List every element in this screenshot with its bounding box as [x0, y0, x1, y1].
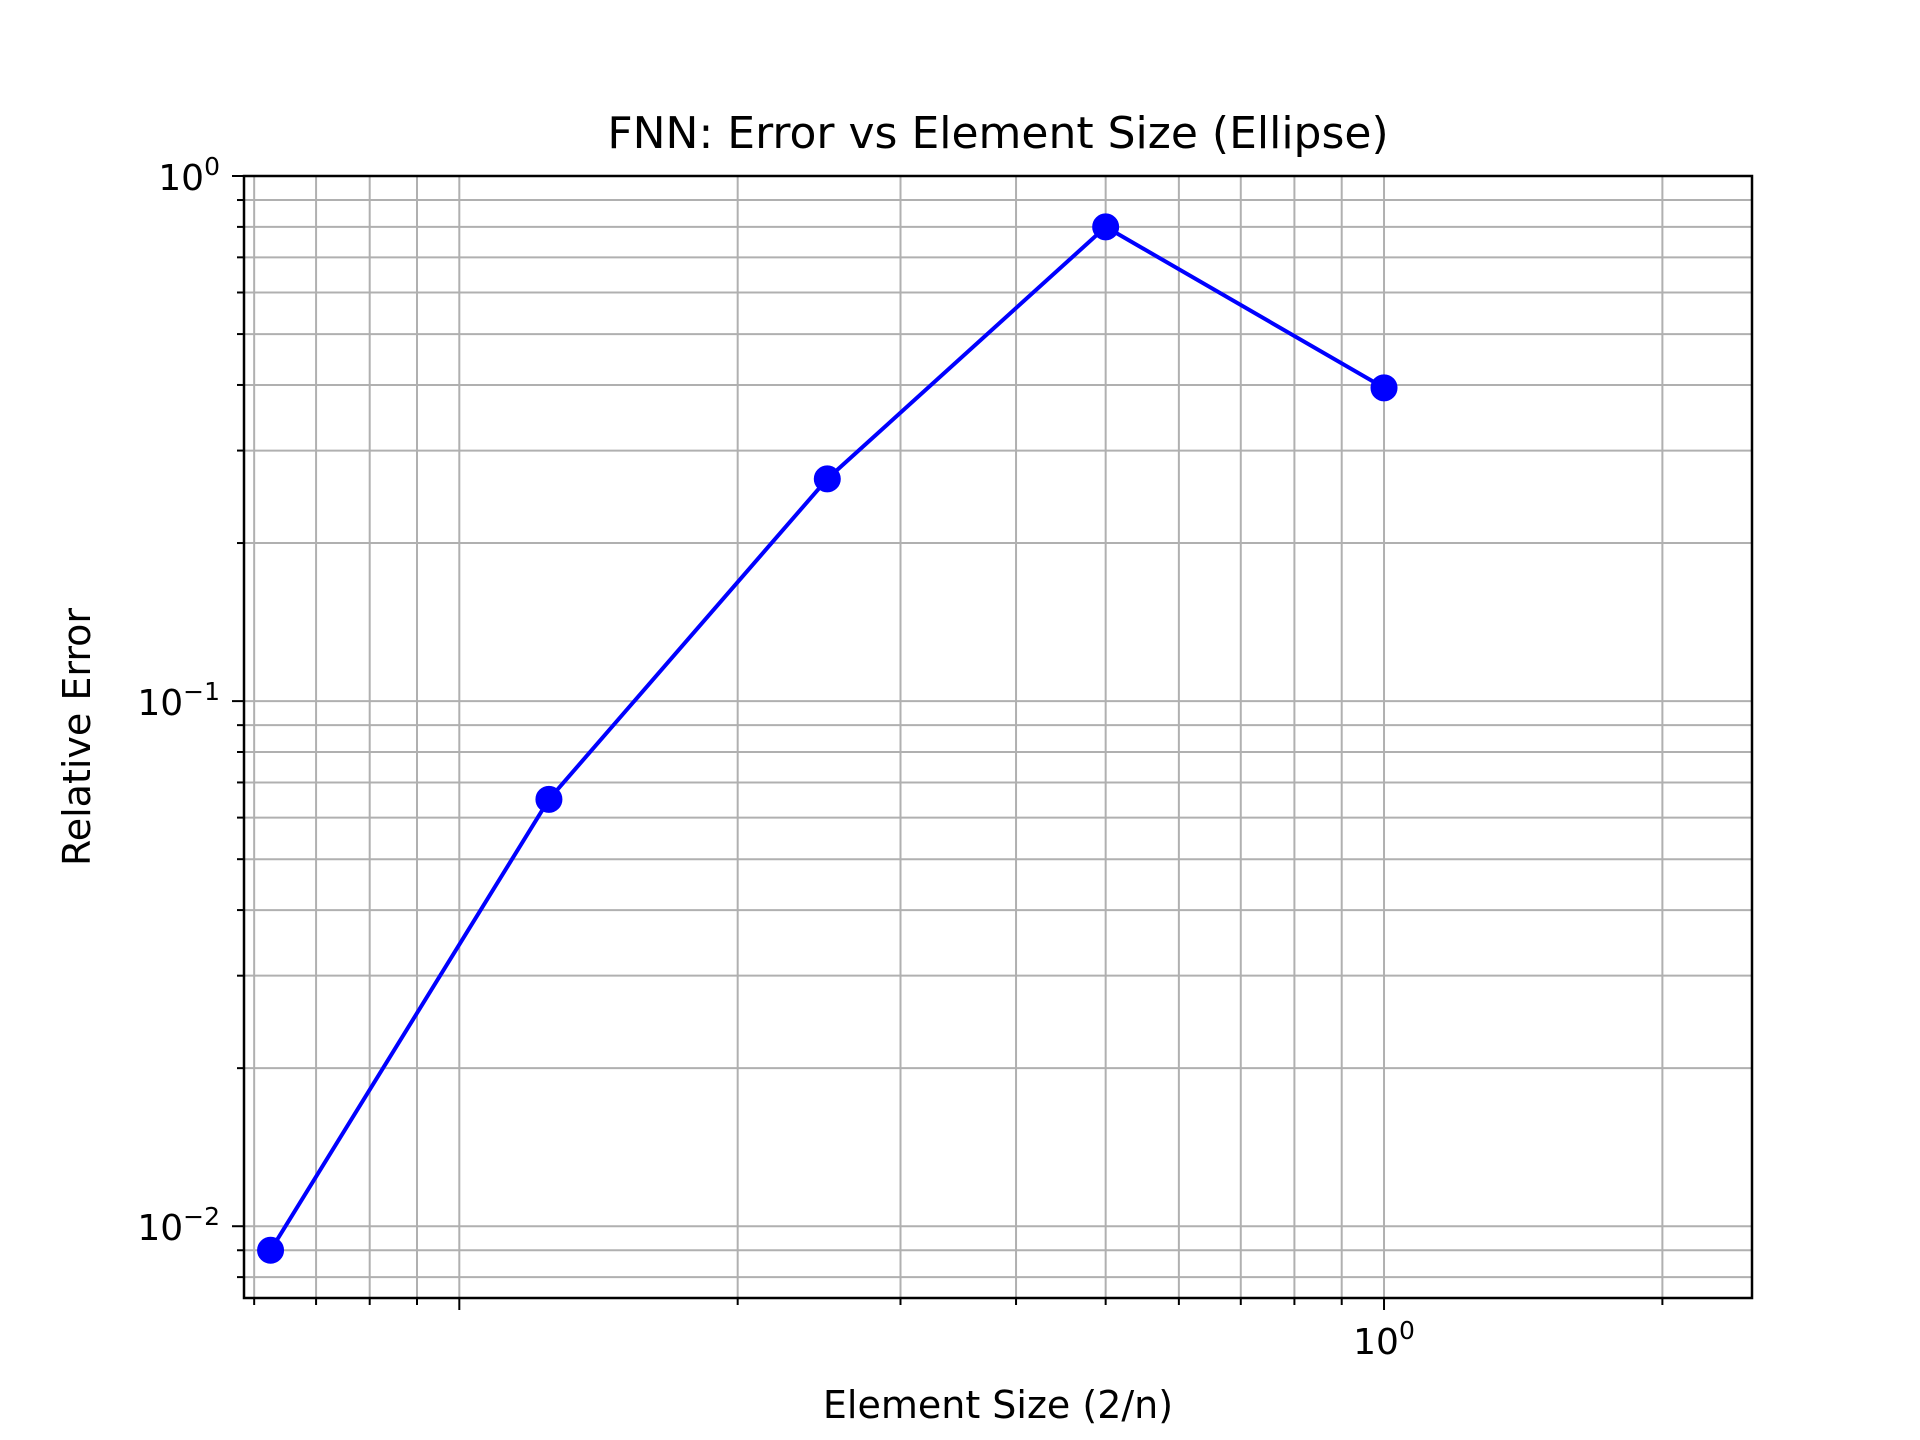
data-point	[813, 465, 841, 493]
data-point	[1092, 213, 1120, 241]
data-point	[535, 785, 563, 813]
data-point	[257, 1236, 285, 1264]
x-axis-label: Element Size (2/n)	[823, 1383, 1173, 1427]
series-layer	[257, 213, 1398, 1264]
y-tick-label: 10−2	[137, 1202, 220, 1249]
y-tick-label: 10−1	[137, 677, 220, 724]
x-tick-label: 100	[1353, 1316, 1415, 1363]
chart-title: FNN: Error vs Element Size (Ellipse)	[607, 108, 1388, 159]
data-point	[1370, 374, 1398, 402]
plot-frame	[242, 174, 1754, 1300]
ticks: 100 100 10−1 10−2	[137, 152, 1664, 1363]
y-axis-label: Relative Error	[55, 608, 99, 866]
y-tick-label: 100	[158, 152, 220, 199]
